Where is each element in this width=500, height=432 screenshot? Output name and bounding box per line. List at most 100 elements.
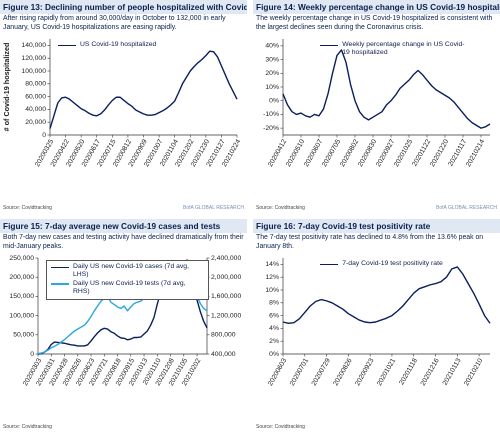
legend-swatch	[320, 44, 339, 47]
y-tick-label: 200,000	[9, 274, 34, 281]
credit-note: BofA GLOBAL RESEARCH	[436, 205, 497, 211]
legend-item: Weekly percentage change in US Covid-19 …	[320, 41, 465, 58]
plot-area: -20% -10% 0% 10% 20% 30% 40% 20200412 20200510 20…	[253, 33, 500, 188]
y-tick-label: 80,000	[25, 81, 46, 88]
y-tick-label: 8%	[269, 300, 279, 307]
y-tick-label: 120,000	[21, 55, 46, 62]
chart-title: Figure 13: Declining number of people ho…	[0, 0, 247, 14]
legend: 7-day Covid-19 test positivity rate	[320, 260, 443, 268]
legend-swatch	[320, 263, 339, 266]
chart-footer: Source: Covidtracking BofA GLOBAL RESEARC…	[3, 203, 244, 212]
y-tick-label: 0	[42, 132, 46, 139]
legend-item: US Covid-19 hospitalized	[58, 41, 156, 49]
y-tick-label: 10%	[265, 84, 279, 91]
series-line	[49, 50, 238, 129]
series-line	[282, 266, 491, 324]
y-tick-label: -20%	[263, 125, 279, 132]
chart: -20%-10%0%10%20%30%40%202004122020051020…	[263, 39, 491, 168]
y-tick-label: 12%	[265, 274, 279, 281]
x-tick-label: 20210214	[465, 138, 486, 168]
y-tick-label: 6%	[269, 312, 279, 319]
chart-panel: Figure 14: Weekly percentage change in U…	[253, 0, 500, 212]
chart-footer: Source: Covidtracking	[3, 422, 244, 431]
y-tick-label: 100,000	[21, 68, 46, 75]
source-note: Source: Covidtracking	[3, 205, 52, 211]
chart-panel: Figure 13: Declining number of people ho…	[0, 0, 247, 212]
chart-title: Figure 16: 7-day Covid-19 test positivit…	[253, 219, 500, 233]
credit-note: BofA GLOBAL RESEARCH	[183, 205, 244, 211]
x-tick-label: 20200826	[332, 357, 353, 387]
y-tick-label: 10%	[265, 287, 279, 294]
y2-tick-label: 2,400,000	[211, 255, 241, 262]
legend-item: 7-day Covid-19 test positivity rate	[320, 260, 443, 268]
y-tick-label: 0%	[269, 351, 279, 358]
chart-subtitle: The 7-day test positivity rate has decli…	[256, 234, 484, 250]
legend-item: Daily US new Covid-19 tests (7d avg, RHS…	[51, 280, 204, 297]
y2-tick-label: 800,000	[211, 332, 236, 339]
x-tick-label: 20210210	[463, 357, 484, 387]
y-tick-label: 20%	[265, 70, 279, 77]
y-tick-label: 50,000	[13, 332, 34, 339]
chart-subtitle: The weekly percentage change in US Covid…	[256, 15, 493, 31]
y-tick-label: 30%	[265, 56, 279, 63]
y2-tick-label: 2,000,000	[211, 274, 241, 281]
y-tick-label: 60,000	[25, 93, 46, 100]
chart: 0 20,000 40,000 60,000 80,000 100,000 120,000 1…	[2, 39, 242, 168]
legend-label: Daily US new Covid-19 tests (7d avg, RHS…	[73, 279, 186, 296]
legend-item: Daily US new Covid-19 cases (7d avg, LHS…	[51, 263, 204, 280]
legend-swatch	[58, 44, 76, 47]
y-tick-label: 4%	[269, 325, 279, 332]
chart: 0 50,000 100,000 150,000 200,000 250,000 400,0…	[9, 255, 241, 387]
x-tick-label: 20201021	[376, 357, 397, 387]
chart-subtitle: Both 7-day new cases and testing activit…	[3, 234, 244, 250]
y2-tick-label: 1,600,000	[211, 293, 241, 300]
y-tick-label: 40,000	[25, 106, 46, 113]
legend-label: Weekly percentage change in US Covid-19 …	[342, 41, 465, 57]
source-note: Source: Covidtracking	[256, 424, 305, 430]
legend: Daily US new Covid-19 cases (7d avg, LHS…	[46, 260, 209, 300]
y-tick-label: 0%	[269, 98, 279, 105]
y-tick-label: 14%	[265, 261, 279, 268]
chart: 0%2%4%6%8%10%12%14%20200603 20200701 20200…	[265, 258, 491, 387]
x-tick-label: 20200701	[289, 357, 310, 387]
plot-area: 0 50,000 100,000 150,000 200,000 250,000 400,0…	[0, 252, 247, 407]
x-tick-label: 20210113	[442, 357, 463, 386]
y-axis-label: # of Covid-19 hospitalized	[2, 43, 11, 132]
chart-title: Figure 15: 7-day average new Covid-19 ca…	[0, 219, 247, 233]
chart-footer: Source: Covidtracking	[256, 422, 497, 431]
legend-swatch	[51, 283, 69, 285]
x-tick-label: 20201118	[398, 357, 419, 386]
chart-panel: Figure 15: 7-day average new Covid-19 ca…	[0, 219, 247, 431]
x-tick-label: 20200729	[311, 357, 332, 387]
chart-subtitle: After rising rapidly from around 30,000/…	[3, 15, 226, 31]
plot-area: 0% 2% 4% 6% 8% 10% 12% 14% 20200603 20200701 20200…	[253, 252, 500, 407]
chart-panel: Figure 16: 7-day Covid-19 test positivit…	[253, 219, 500, 431]
y-tick-label: 0	[30, 351, 34, 358]
y-tick-label: 20,000	[25, 119, 46, 126]
legend: Weekly percentage change in US Covid-19 …	[320, 41, 465, 58]
y-tick-label: 250,000	[9, 255, 34, 262]
y2-tick-label: 400,000	[211, 351, 236, 358]
x-tick-label: 20200923	[354, 357, 375, 387]
y-tick-label: 2%	[269, 338, 279, 345]
x-tick-label: 20201216	[420, 357, 441, 387]
source-note: Source: Covidtracking	[3, 424, 52, 430]
legend-label: US Covid-19 hospitalized	[80, 41, 157, 48]
y-tick-label: 40%	[265, 43, 279, 50]
chart-footer: Source: Covidtracking BofA GLOBAL RESEARC…	[256, 203, 497, 212]
y-tick-label: 100,000	[9, 312, 34, 319]
y-tick-label: -10%	[263, 111, 279, 118]
y2-tick-label: 1,200,000	[211, 312, 241, 319]
y-tick-label: 140,000	[21, 42, 46, 49]
legend-swatch	[51, 266, 69, 269]
chart-title: Figure 14: Weekly percentage change in U…	[253, 0, 500, 14]
legend-label: 7-day Covid-19 test positivity rate	[342, 260, 443, 267]
source-note: Source: Covidtracking	[256, 205, 305, 211]
series-line	[282, 49, 491, 129]
y-tick-label: 150,000	[9, 293, 34, 300]
legend: US Covid-19 hospitalized	[58, 41, 156, 49]
legend-label: Daily US new Covid-19 cases (7d avg, LHS…	[73, 263, 189, 279]
x-tick-label: 20200603	[267, 357, 288, 387]
plot-area: 0 20,000 40,000 60,000 80,000 100,000 120,000 1…	[0, 33, 247, 188]
